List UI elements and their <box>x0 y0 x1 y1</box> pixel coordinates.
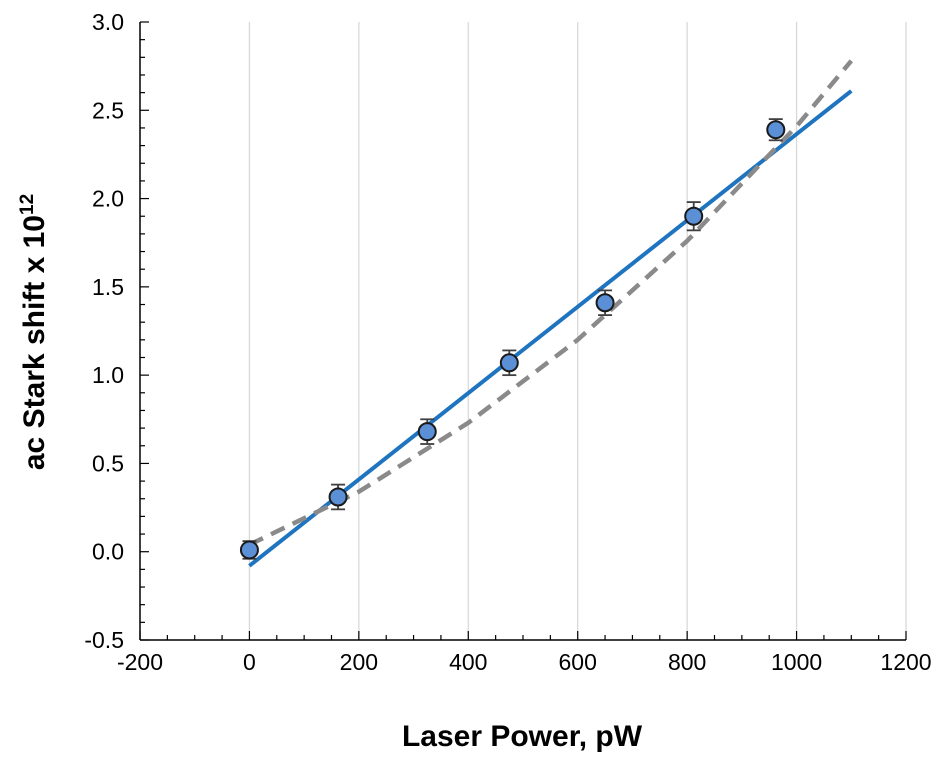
data-point-marker <box>499 353 519 373</box>
y-tick-label: 0.0 <box>92 539 124 565</box>
ticks <box>139 21 907 641</box>
linear-fit-line <box>248 89 853 568</box>
x-tick-labels: -200 0 200 400 600 800 1000 1200 <box>117 649 932 675</box>
data-point-2 <box>417 418 437 445</box>
data-point-marker <box>766 120 786 140</box>
y-tick-label: 3.0 <box>92 9 124 35</box>
data-point-marker <box>684 206 704 226</box>
x-tick-label: 200 <box>340 649 378 675</box>
y-tick-label: 2.0 <box>92 186 124 212</box>
y-tick-label: 2.5 <box>92 97 124 123</box>
x-tick-label: 0 <box>243 649 256 675</box>
x-tick-label: -200 <box>117 649 163 675</box>
x-tick-label: 400 <box>449 649 487 675</box>
dashed-fit-line <box>248 59 854 547</box>
data-point-4 <box>595 289 615 317</box>
data-point-1 <box>328 483 348 511</box>
x-tick-label: 1200 <box>880 649 931 675</box>
y-tick-label: 0.5 <box>92 450 124 476</box>
grid <box>248 22 907 640</box>
y-tick-label: 1.0 <box>92 362 124 388</box>
y-tick-label: -0.5 <box>84 627 124 653</box>
y-tick-labels: -0.5 0.0 0.5 1.0 1.5 2.0 2.5 3.0 <box>84 9 124 653</box>
data-point-5 <box>684 201 704 232</box>
x-tick-label: 1000 <box>771 649 822 675</box>
y-axis-title-main: ac Stark shift x 10 <box>18 215 51 470</box>
data-point-0 <box>239 540 259 560</box>
data-point-marker <box>239 540 259 560</box>
y-tick-label: 1.5 <box>92 274 124 300</box>
x-tick-label: 600 <box>559 649 597 675</box>
y-axis-title-superscript: 12 <box>17 194 38 215</box>
x-tick-label: 800 <box>668 649 706 675</box>
data-point-3 <box>499 349 519 377</box>
series <box>239 59 854 568</box>
data-point-6 <box>766 118 786 142</box>
data-point-marker <box>417 422 437 442</box>
y-axis-title: ac Stark shift x 1012 <box>17 194 51 470</box>
x-axis-title: Laser Power, pW <box>402 720 643 753</box>
data-point-marker <box>328 487 348 507</box>
data-point-marker <box>595 293 615 313</box>
